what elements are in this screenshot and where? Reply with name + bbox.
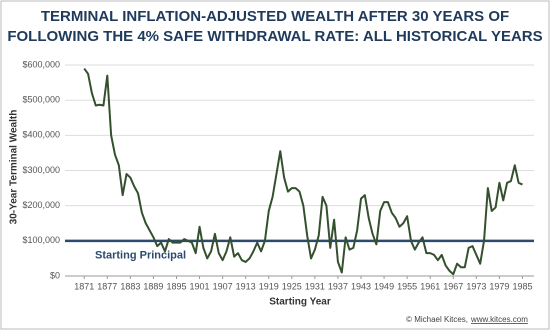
data-line — [83, 67, 523, 276]
y-tick-label: $600,000 — [22, 59, 60, 69]
x-tick-label: 1871 — [74, 281, 94, 291]
y-tick-label: $300,000 — [22, 165, 60, 175]
y-tick-label: $400,000 — [22, 130, 60, 140]
x-tick-label: 1877 — [97, 281, 117, 291]
chart-title: TERMINAL INFLATION-ADJUSTED WEALTH AFTER… — [41, 8, 509, 25]
x-tick-label: 1925 — [282, 281, 302, 291]
y-tick-label: $200,000 — [22, 200, 60, 210]
x-tick-label: 1943 — [351, 281, 371, 291]
x-tick-label: 1937 — [328, 281, 348, 291]
x-tick-label: 1955 — [397, 281, 417, 291]
y-axis-label: 30-Year Terminal Wealth — [9, 110, 20, 225]
credit-link[interactable]: www.kitces.com — [470, 315, 528, 324]
x-tick-label: 1883 — [120, 281, 140, 291]
y-tick-label: $100,000 — [22, 235, 60, 245]
x-tick-label: 1907 — [213, 281, 233, 291]
x-tick-label: 1931 — [305, 281, 325, 291]
x-tick-label: 1949 — [374, 281, 394, 291]
reference-label: Starting Principal — [95, 250, 186, 262]
chart-title: FOLLOWING THE 4% SAFE WITHDRAWAL RATE: A… — [7, 28, 542, 45]
x-tick-label: 1961 — [420, 281, 440, 291]
x-tick-label: 1967 — [443, 281, 463, 291]
y-tick-label: $0 — [50, 270, 60, 280]
x-tick-label: 1985 — [512, 281, 532, 291]
x-tick-label: 1895 — [166, 281, 186, 291]
x-axis-label: Starting Year — [269, 297, 331, 308]
x-tick-label: 1889 — [143, 281, 163, 291]
x-tick-label: 1901 — [190, 281, 210, 291]
x-tick-label: 1973 — [466, 281, 486, 291]
y-tick-label: $500,000 — [22, 95, 60, 105]
x-tick-label: 1919 — [259, 281, 279, 291]
x-tick-label: 1913 — [236, 281, 256, 291]
credit: © Michael Kitces, — [406, 315, 468, 324]
x-tick-label: 1979 — [489, 281, 509, 291]
